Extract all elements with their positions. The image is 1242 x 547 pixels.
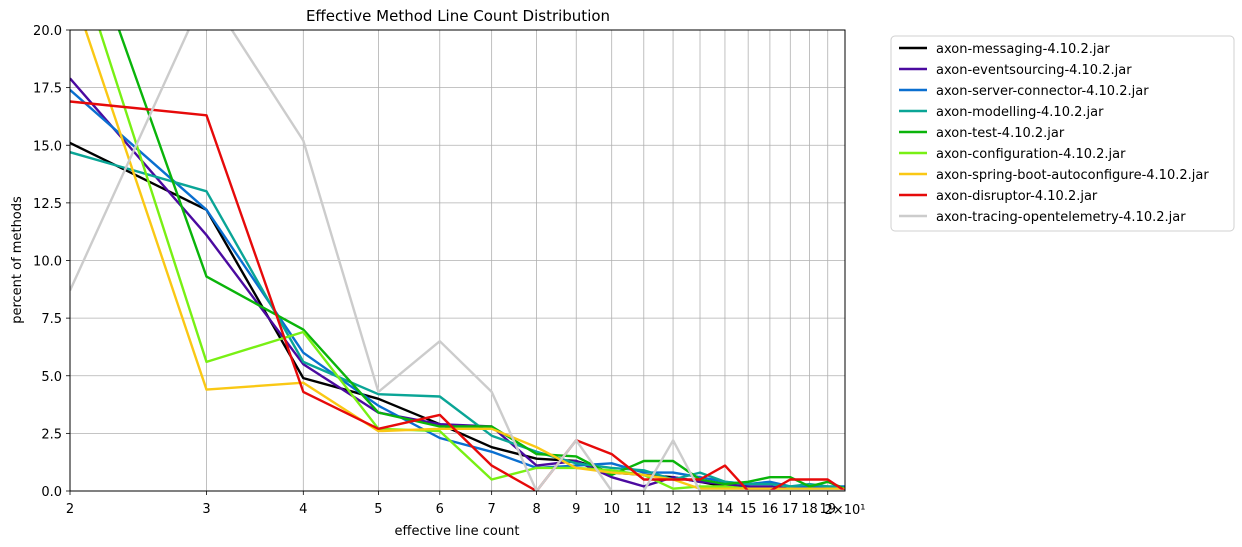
series-line-3 xyxy=(70,151,845,490)
x-tick-label: 19 xyxy=(819,502,836,517)
x-tick-label: 6 xyxy=(436,502,444,517)
grid xyxy=(69,29,846,492)
y-tick-label: 2.5 xyxy=(41,427,62,442)
x-axis-title: effective line count xyxy=(395,524,520,539)
y-tick-label: 17.5 xyxy=(33,82,62,97)
x-tick-label: 3 xyxy=(202,502,210,517)
y-tick-label: 12.5 xyxy=(33,197,62,212)
y-tick-label: 10.0 xyxy=(33,255,62,270)
x-tick-label: 15 xyxy=(740,502,757,517)
legend: axon-messaging-4.10.2.jar axon-eventsourc… xyxy=(890,35,1235,232)
x-tick-label: 5 xyxy=(374,502,382,517)
legend-label: axon-spring-boot-autoconfigure-4.10.2.ja… xyxy=(936,168,1209,183)
chart-title: Effective Method Line Count Distribution xyxy=(306,7,610,25)
y-tick-label: 20.0 xyxy=(33,24,62,39)
x-axis-ticks: 2 3 4 5 6 7 8 9 10 11 12 13 14 15 16 17 18 19 xyxy=(66,491,836,517)
x-tick-label: 12 xyxy=(665,502,682,517)
x-tick-label: 17 xyxy=(782,502,799,517)
series-lines xyxy=(70,30,845,491)
series-line-5 xyxy=(98,30,845,490)
y-tick-label: 0.0 xyxy=(41,485,62,500)
x-tick-label: 11 xyxy=(636,502,653,517)
legend-label: axon-tracing-opentelemetry-4.10.2.jar xyxy=(936,210,1186,225)
series-line-0 xyxy=(70,141,845,490)
y-tick-label: 7.5 xyxy=(41,312,62,327)
y-axis-title: percent of methods xyxy=(10,196,25,324)
series-line-4 xyxy=(117,30,845,490)
x-tick-label: 10 xyxy=(603,502,620,517)
x-tick-label: 14 xyxy=(717,502,734,517)
legend-label: axon-test-4.10.2.jar xyxy=(936,126,1065,141)
legend-box xyxy=(890,35,1235,232)
y-tick-label: 15.0 xyxy=(33,139,62,154)
series-line-6 xyxy=(84,30,845,490)
legend-label: axon-modelling-4.10.2.jar xyxy=(936,105,1104,120)
x-tick-label: 18 xyxy=(801,502,818,517)
y-axis-ticks: 0.0 2.5 5.0 7.5 10.0 12.5 15.0 17.5 20.0 xyxy=(33,24,70,500)
x-tick-label: 13 xyxy=(692,502,709,517)
series-line-8 xyxy=(70,30,845,491)
legend-label: axon-configuration-4.10.2.jar xyxy=(936,147,1126,162)
legend-label: axon-server-connector-4.10.2.jar xyxy=(936,84,1149,99)
legend-label: axon-eventsourcing-4.10.2.jar xyxy=(936,63,1132,78)
x-tick-label: 2 xyxy=(66,502,74,517)
x-tick-label: 4 xyxy=(299,502,307,517)
legend-label: axon-disruptor-4.10.2.jar xyxy=(936,189,1098,204)
x-axis-multiplier: 2×10¹ xyxy=(825,503,866,518)
x-tick-label: 16 xyxy=(762,502,779,517)
legend-label: axon-messaging-4.10.2.jar xyxy=(936,42,1110,57)
series-line-7 xyxy=(70,100,845,491)
x-tick-label: 8 xyxy=(532,502,540,517)
y-tick-label: 5.0 xyxy=(41,370,62,385)
x-tick-label: 9 xyxy=(572,502,580,517)
x-tick-label: 7 xyxy=(488,502,496,517)
